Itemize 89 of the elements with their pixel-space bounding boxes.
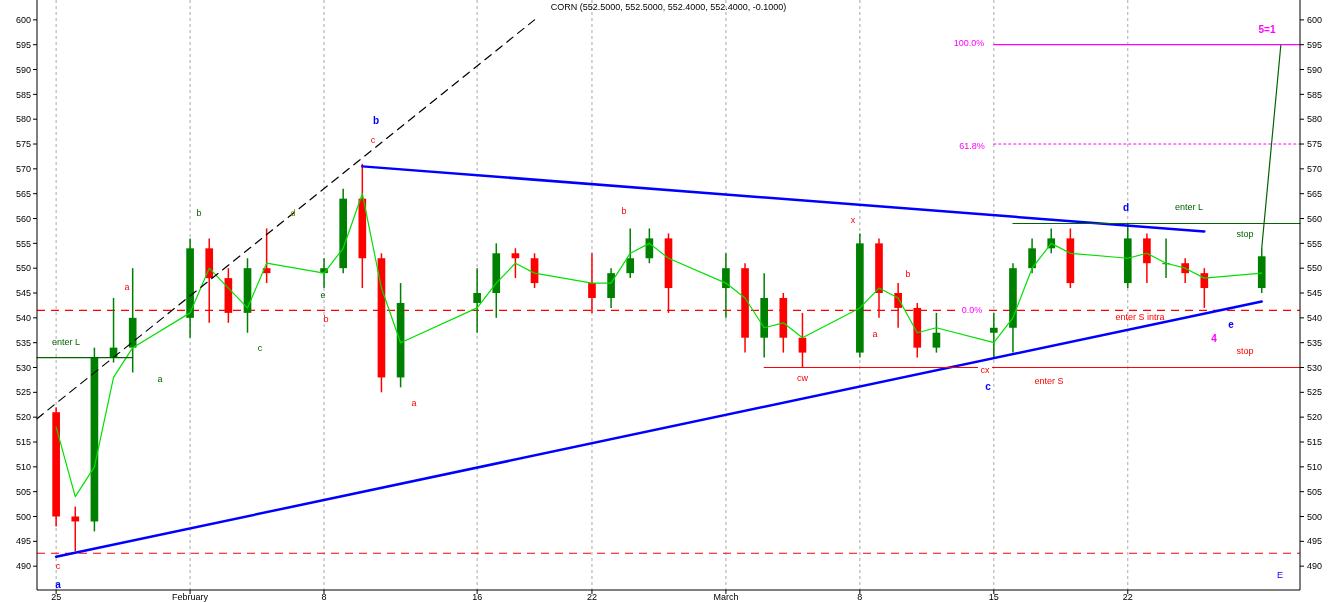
y-tick-label: 515 <box>15 437 31 448</box>
annotation: cx <box>980 365 990 376</box>
x-tick-label: 8 <box>857 592 863 602</box>
y2-tick-label: 540 <box>1307 313 1323 323</box>
y2-tick-label: 580 <box>1307 114 1323 125</box>
x-tick-label: 22 <box>1122 592 1133 602</box>
y-tick-label: 565 <box>15 188 31 199</box>
annotation: d <box>290 208 296 219</box>
annotation: a <box>124 282 130 293</box>
y2-tick-label: 595 <box>1307 39 1323 50</box>
annotation: e <box>1228 318 1235 330</box>
y-tick-label: 550 <box>15 263 31 274</box>
annotation: 5=1 <box>1258 23 1276 35</box>
y2-tick-label: 600 <box>1307 15 1323 26</box>
y2-tick-label: 570 <box>1307 164 1323 175</box>
y-tick-label: 505 <box>15 486 31 497</box>
y2-tick-label: 520 <box>1307 412 1323 423</box>
y2-tick-label: 530 <box>1307 362 1323 373</box>
x-tick-label: February <box>172 592 209 602</box>
y2-tick-label: 525 <box>1307 387 1323 398</box>
annotation: enter L <box>51 337 81 348</box>
y2-tick-label: 585 <box>1307 89 1323 100</box>
x-tick-label: 22 <box>586 592 597 602</box>
y2-tick-label: 560 <box>1307 213 1323 224</box>
annotation: enter L <box>1174 202 1204 213</box>
annotation: stop <box>1236 346 1254 357</box>
annotation: c <box>257 343 263 354</box>
y2-tick-label: 500 <box>1307 511 1323 522</box>
y-tick-label: 585 <box>15 89 31 100</box>
y2-tick-label: 565 <box>1307 188 1323 199</box>
annotation: b <box>621 206 627 217</box>
y2-tick-label: 575 <box>1307 139 1323 150</box>
annotation: enter S intra <box>1115 312 1165 323</box>
x-tick-label: March <box>713 592 739 602</box>
y-tick-label: 525 <box>15 387 31 398</box>
annotation: d <box>1122 201 1130 213</box>
y-tick-label: 500 <box>15 511 31 522</box>
y2-tick-label: 555 <box>1307 238 1323 249</box>
y2-tick-label: 545 <box>1307 288 1323 299</box>
y-tick-label: 535 <box>15 337 31 348</box>
annotation: b <box>372 114 380 126</box>
annotation: 0.0% <box>961 305 983 316</box>
y-tick-label: 595 <box>15 39 31 50</box>
annotation: c <box>370 135 376 146</box>
annotation: a <box>872 329 878 340</box>
y-tick-label: 490 <box>15 561 31 572</box>
y-tick-label: 580 <box>15 114 31 125</box>
annotation: a <box>157 374 163 385</box>
y2-tick-label: 495 <box>1307 536 1323 547</box>
y-tick-label: 520 <box>15 412 31 423</box>
annotation: 4 <box>1211 332 1218 344</box>
y2-tick-label: 510 <box>1307 461 1323 472</box>
annotation: stop <box>1236 229 1254 240</box>
y-tick-label: 575 <box>15 139 31 150</box>
y-tick-label: 530 <box>15 362 31 373</box>
x-tick-label: 16 <box>472 592 483 602</box>
annotation: b <box>196 208 202 219</box>
annotation: e <box>320 290 326 301</box>
annotation: c <box>55 561 61 572</box>
annotation: b <box>323 314 329 325</box>
y-tick-label: 495 <box>15 536 31 547</box>
annotation: a <box>55 578 62 590</box>
annotation: cw <box>796 372 809 383</box>
annotation: c <box>985 380 992 392</box>
y-tick-label: 590 <box>15 64 31 75</box>
annotation: x <box>850 215 856 226</box>
x-tick-label: 15 <box>988 592 999 602</box>
chart-title: CORN (552.5000, 552.5000, 552.4000, 552.4000, -0.1000) <box>550 2 787 12</box>
annotation: E <box>1276 570 1284 581</box>
y-tick-label: 600 <box>15 15 31 26</box>
y-tick-label: 570 <box>15 164 31 175</box>
y-tick-label: 560 <box>15 213 31 224</box>
annotation: 100.0% <box>953 38 985 49</box>
y-tick-label: 555 <box>15 238 31 249</box>
y-tick-label: 545 <box>15 288 31 299</box>
y2-tick-label: 505 <box>1307 486 1323 497</box>
annotation: a <box>411 398 417 409</box>
y-tick-label: 540 <box>15 313 31 323</box>
x-tick-label: 25 <box>51 592 62 602</box>
annotation: b <box>905 269 911 280</box>
x-tick-label: 8 <box>321 592 327 602</box>
y2-tick-label: 535 <box>1307 337 1323 348</box>
annotation: enter S <box>1034 376 1064 387</box>
y-tick-label: 510 <box>15 461 31 472</box>
annotation: 61.8% <box>959 141 985 152</box>
y2-tick-label: 550 <box>1307 263 1323 274</box>
y2-tick-label: 590 <box>1307 64 1323 75</box>
y2-tick-label: 490 <box>1307 561 1323 572</box>
y2-tick-label: 515 <box>1307 437 1323 448</box>
